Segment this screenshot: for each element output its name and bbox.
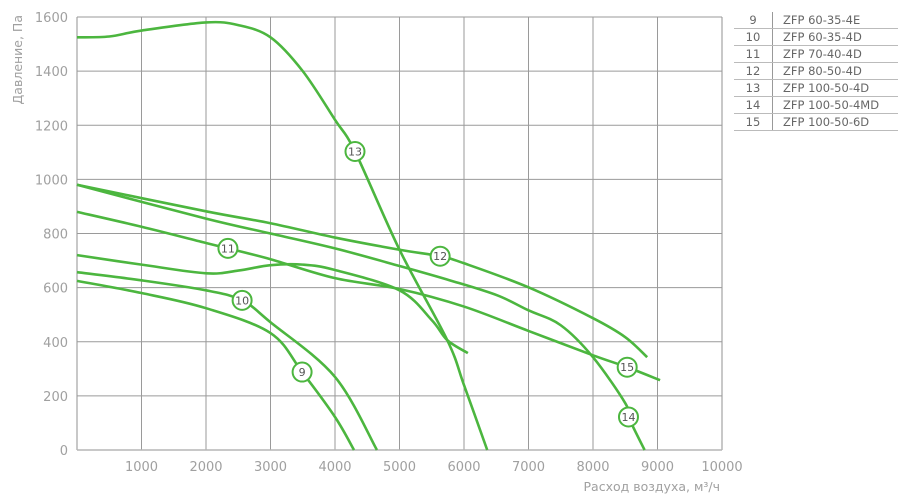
y-axis-label: Давление, Па: [10, 15, 25, 104]
y-tick-label: 200: [43, 390, 68, 405]
x-tick-label: 6000: [447, 460, 480, 475]
legend-number: 12: [734, 62, 773, 80]
legend-table: 9 ZFP 60-35-4E 10 ZFP 60-35-4D 11 ZFP 70-40-4…: [734, 12, 898, 131]
legend-row: 14 ZFP 100-50-4MD: [734, 96, 898, 114]
y-tick-label: 1000: [35, 173, 68, 188]
curve-label: 13: [344, 141, 366, 163]
fan-curve-1: [76, 270, 379, 451]
legend-number: 10: [734, 28, 773, 46]
legend-model: ZFP 100-50-4D: [772, 79, 898, 97]
x-axis-label: Расход воздуха, м³/ч: [584, 479, 720, 494]
y-tick-label: 1600: [35, 11, 68, 26]
fan-curve-0: [76, 279, 356, 451]
curve-label-text: 15: [620, 361, 634, 374]
legend-model: ZFP 80-50-4D: [772, 62, 898, 80]
curve-label-circle: [617, 406, 639, 428]
curve-label: 15: [616, 356, 638, 378]
legend-row: 9 ZFP 60-35-4E: [734, 12, 898, 29]
legend-number: 13: [734, 79, 773, 97]
x-tick-label: 2000: [189, 460, 222, 475]
curve-label: 12: [429, 245, 451, 267]
curve-label: 11: [217, 237, 239, 259]
fan-curve-4: [76, 183, 649, 359]
legend-number: 15: [734, 113, 773, 131]
curve-label-text: 12: [433, 250, 447, 263]
fan-curve-5: [76, 183, 646, 451]
curve-label-circle: [217, 237, 239, 259]
curve-label-text: 9: [299, 366, 306, 379]
x-tick-label: 9000: [641, 460, 674, 475]
curve-label-text: 11: [221, 242, 235, 255]
curve-label: 10: [231, 289, 253, 311]
legend-model: ZFP 100-50-4MD: [772, 96, 898, 114]
curve-label-circle: [344, 141, 366, 163]
legend-number: 9: [734, 12, 773, 29]
curve-label-circle: [616, 356, 638, 378]
legend-model: ZFP 100-50-6D: [772, 113, 898, 131]
y-tick-label: 400: [43, 336, 68, 351]
x-tick-label: 3000: [254, 460, 287, 475]
curve-label-text: 14: [621, 411, 635, 424]
x-tick-label: 4000: [318, 460, 351, 475]
curve-label: 9: [291, 361, 313, 383]
legend-row: 13 ZFP 100-50-4D: [734, 79, 898, 97]
x-tick-label: 1000: [125, 460, 158, 475]
curve-label-circle: [429, 245, 451, 267]
y-tick-label: 1400: [35, 65, 68, 80]
x-tick-label: 5000: [383, 460, 416, 475]
legend-row: 15 ZFP 100-50-6D: [734, 113, 898, 131]
legend-row: 11 ZFP 70-40-4D: [734, 45, 898, 63]
fan-curve-2: [76, 210, 661, 382]
y-tick-label: 0: [60, 444, 68, 459]
curve-label-text: 10: [235, 294, 249, 307]
y-tick-label: 1200: [35, 119, 68, 134]
curve-label-circle: [291, 361, 313, 383]
legend-number: 11: [734, 45, 773, 63]
legend-model: ZFP 60-35-4E: [772, 12, 898, 29]
legend-model: ZFP 70-40-4D: [772, 45, 898, 63]
legend-row: 12 ZFP 80-50-4D: [734, 62, 898, 80]
x-tick-label: 10000: [701, 460, 742, 475]
legend-model: ZFP 60-35-4D: [772, 28, 898, 46]
curve-label-text: 13: [348, 146, 362, 159]
curve-label-circle: [231, 289, 253, 311]
legend-row: 10 ZFP 60-35-4D: [734, 28, 898, 46]
curve-label: 14: [617, 406, 639, 428]
x-tick-label: 8000: [576, 460, 609, 475]
x-tick-label: 7000: [512, 460, 545, 475]
y-tick-label: 600: [43, 282, 68, 297]
fan-curve-6: [76, 20, 489, 451]
y-tick-label: 800: [43, 228, 68, 243]
legend-number: 14: [734, 96, 773, 114]
fan-curve-3: [76, 253, 469, 355]
